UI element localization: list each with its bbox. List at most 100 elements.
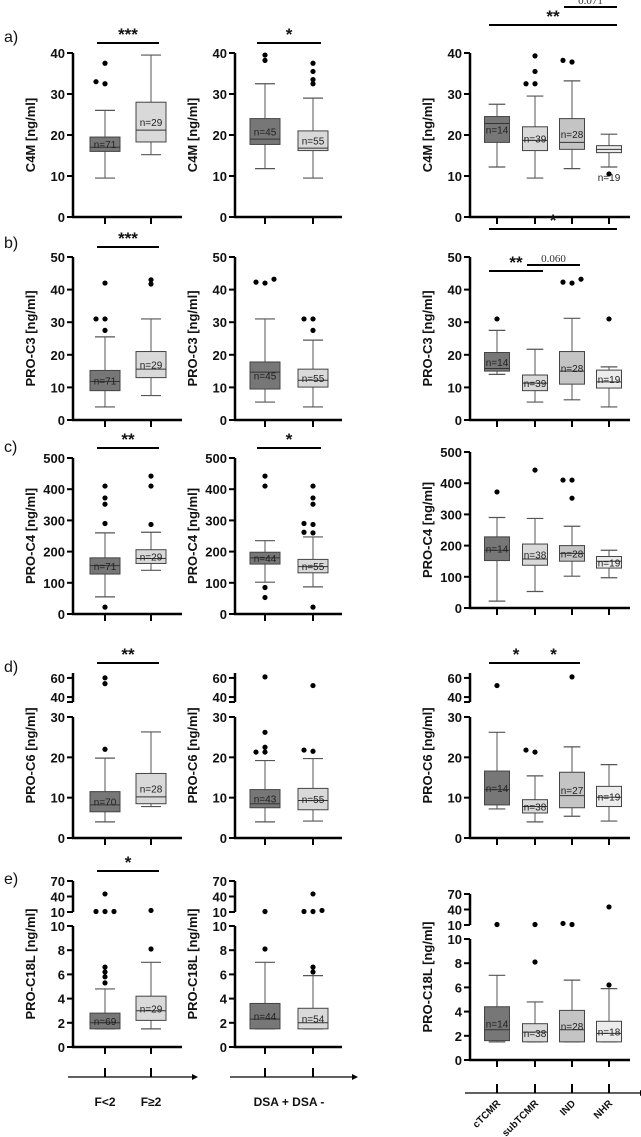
n-label: n=29: [140, 1004, 163, 1015]
box: [559, 351, 585, 385]
outlier-point: [310, 682, 316, 689]
n-label: n=44: [254, 554, 277, 565]
n-label: n=29: [140, 553, 163, 564]
outlier-point: [532, 959, 538, 965]
y-tick-label: 30: [448, 710, 462, 725]
y-tick-label: 20: [51, 348, 65, 363]
significance-label: *: [513, 645, 520, 664]
box: [522, 1023, 548, 1043]
box: [89, 791, 121, 813]
y-tick-label: 0: [58, 210, 65, 225]
box: [249, 789, 281, 809]
y-tick-label: 0: [220, 607, 227, 622]
outlier-point: [253, 749, 259, 755]
n-label: n=39: [524, 135, 547, 146]
y-tick-label: 2: [58, 1016, 65, 1031]
box: [135, 549, 167, 564]
n-label: n=38: [524, 1029, 547, 1040]
n-label: n=71: [94, 140, 117, 151]
outlier-point: [606, 982, 612, 988]
y-tick-label: 4: [455, 1005, 463, 1020]
outlier-point: [606, 904, 612, 910]
outlier-point: [532, 467, 538, 473]
outlier-point: [494, 682, 500, 689]
y-tick-label-upper: 70: [448, 887, 462, 902]
outlier-point: [301, 520, 307, 527]
outlier-point: [148, 521, 154, 528]
outlier-point: [102, 681, 108, 687]
outlier-point: [262, 594, 268, 601]
y-tick-label: 0: [455, 601, 462, 616]
box: [484, 116, 510, 143]
outlier-point: [262, 280, 268, 286]
y-axis-label: C4M [ng/ml]: [23, 98, 38, 172]
panel: 0 100 200 300 400 500 PRO-C4 [ng/ml] n=14 n=38 n=…: [420, 445, 630, 616]
outlier-point: [262, 473, 268, 479]
panel: 0 10 20 30 40 60 PRO-C6 [ng/ml] n=43 n=55: [185, 671, 342, 846]
box: [596, 369, 622, 389]
box: [297, 787, 329, 811]
box: [559, 118, 585, 150]
y-tick-label: 20: [448, 750, 462, 765]
outlier-point: [102, 969, 108, 975]
y-tick-label: 400: [43, 482, 65, 497]
outlier-point: [532, 53, 538, 59]
box: [135, 772, 167, 805]
group-label: subTCMR: [500, 1098, 541, 1137]
y-tick-label: 30: [213, 87, 227, 102]
n-label: n=28: [561, 130, 584, 141]
y-tick-label: 40: [213, 46, 227, 61]
y-tick-label: 10: [213, 919, 227, 934]
y-tick-label: 10: [448, 791, 462, 806]
outlier-point: [310, 891, 316, 897]
box: [484, 770, 510, 806]
outlier-point: [301, 747, 307, 753]
y-tick-label: 30: [448, 87, 462, 102]
panel: 0 10 20 30 40 C4M [ng/ml] n=45 n=55 *: [185, 25, 342, 225]
n-label: n=38: [524, 551, 547, 562]
significance-label: *: [286, 430, 293, 449]
outlier-point: [560, 57, 566, 63]
y-tick-label: 30: [448, 315, 462, 330]
y-tick-label: 8: [220, 943, 227, 958]
y-axis-label: PRO-C18L [ng/ml]: [23, 909, 38, 1020]
row-2: c) 0 100 200 300 400 500 PRO-C4 [ng/ml] n=71 n=29…: [4, 430, 630, 622]
y-tick-label: 10: [448, 932, 462, 947]
outlier-point: [532, 921, 538, 928]
n-label: n=28: [561, 1022, 584, 1033]
panel: 0 10 20 30 40 C4M [ng/ml] n=71 n=29 ***: [23, 25, 182, 225]
outlier-point: [310, 68, 316, 75]
outlier-point: [569, 674, 575, 680]
outlier-point: [560, 279, 566, 285]
box: [249, 1002, 281, 1030]
significance-label: *: [125, 853, 132, 872]
outlier-point: [102, 495, 108, 501]
outlier-point: [301, 316, 307, 322]
y-tick-label: 10: [448, 380, 462, 395]
outlier-point: [569, 477, 575, 483]
y-tick-label: 0: [455, 1053, 462, 1068]
outlier-point: [569, 495, 575, 501]
y-tick-label-upper: 40: [213, 690, 227, 705]
y-tick-label: 200: [205, 545, 227, 560]
outlier-point: [494, 921, 500, 928]
y-tick-label: 100: [440, 570, 462, 585]
box: [522, 543, 548, 566]
n-label: n=19: [598, 792, 621, 803]
box: [135, 101, 167, 143]
y-tick-label: 30: [213, 315, 227, 330]
outlier-point: [569, 280, 575, 286]
y-tick-label: 4: [58, 992, 66, 1007]
outlier-point: [148, 277, 154, 283]
y-axis-label: PRO-C18L [ng/ml]: [185, 909, 200, 1020]
arrow-head-icon: [192, 1074, 198, 1080]
outlier-point: [102, 520, 108, 527]
box: [249, 361, 281, 390]
box: [522, 126, 548, 152]
p-value-label: 0.060: [541, 253, 566, 265]
box: [484, 1006, 510, 1042]
